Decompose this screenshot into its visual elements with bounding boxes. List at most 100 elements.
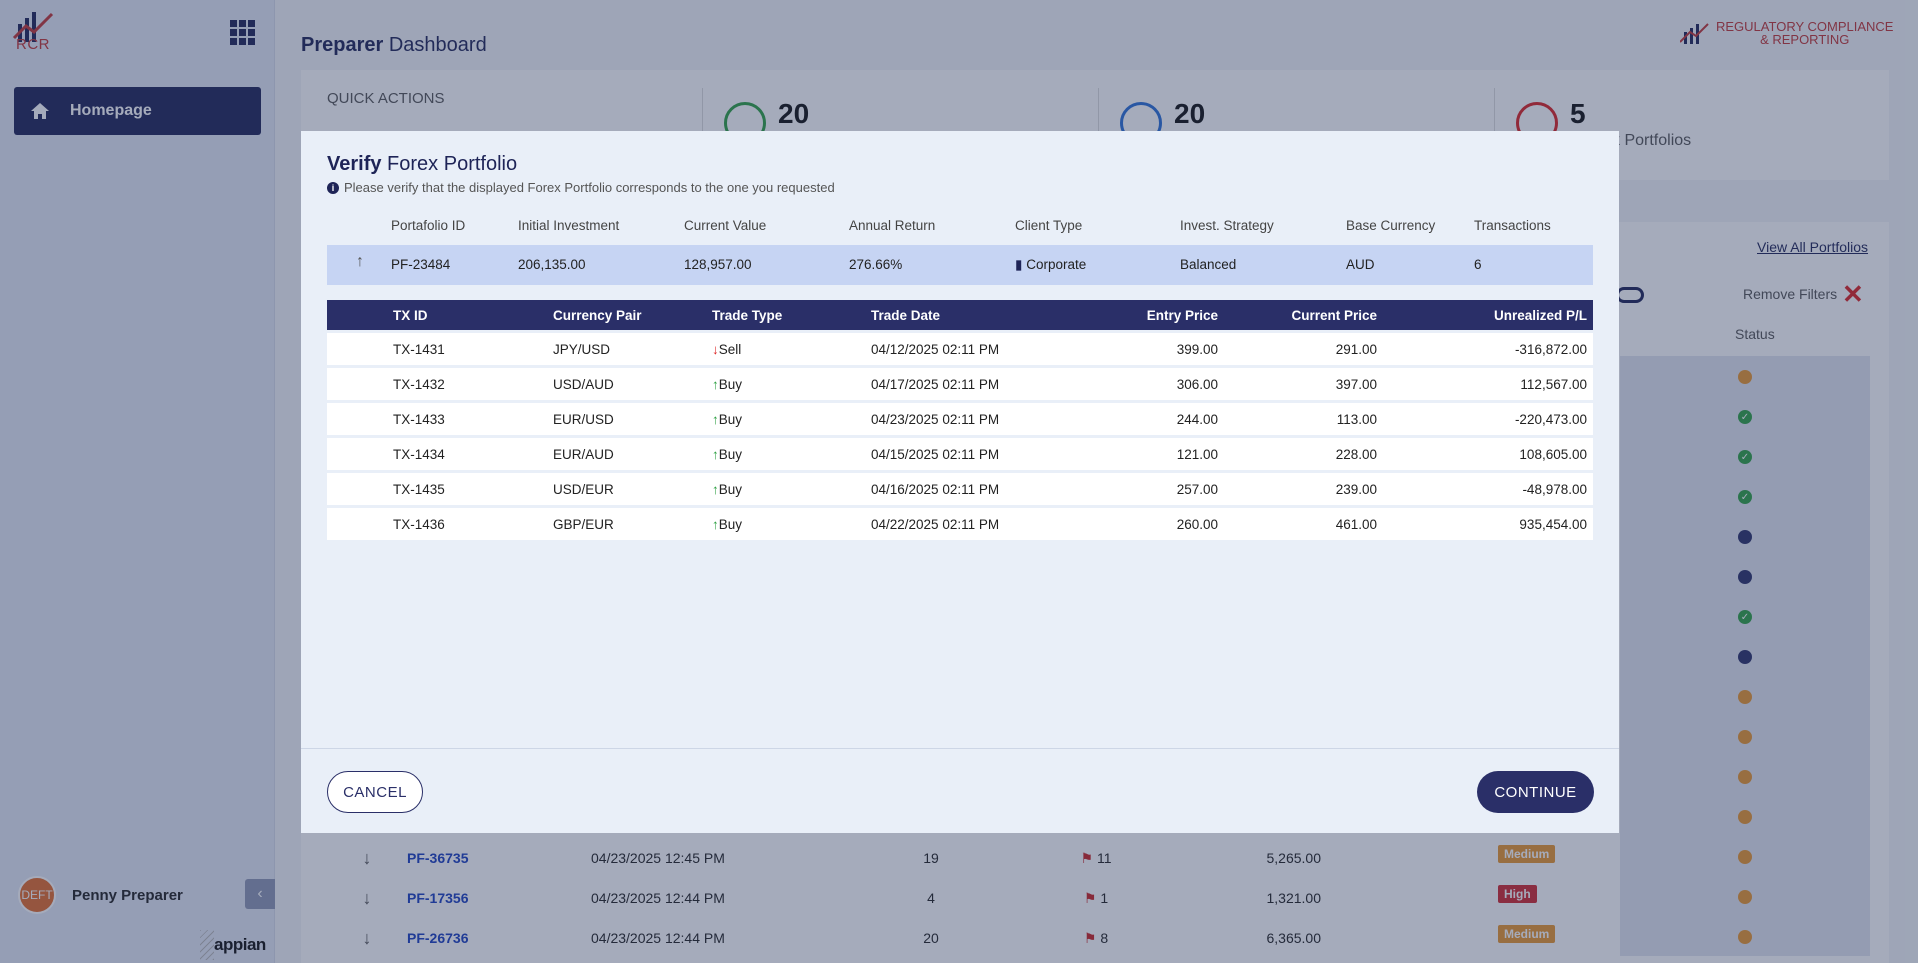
row-count: 4	[927, 890, 935, 906]
risk-badge: Medium	[1498, 845, 1556, 863]
arrow-down-icon: ↓	[362, 847, 372, 868]
col-header: Unrealized P/L	[1493, 308, 1587, 323]
row-count: 19	[923, 850, 939, 866]
close-icon[interactable]: ✕	[1842, 279, 1864, 309]
portfolio-link[interactable]: PF-17356	[407, 890, 469, 906]
logo-text: RCR	[16, 36, 50, 53]
col-header: Current Price	[1291, 308, 1377, 323]
unrealized-pl: 935,454.00	[1519, 517, 1587, 532]
trade-type: ↑Buy	[712, 482, 743, 497]
remove-filters-label[interactable]: Remove Filters	[1743, 286, 1838, 302]
row-amount: 6,365.00	[1266, 930, 1322, 946]
col-header: Initial Investment	[518, 218, 620, 233]
entry-price: 260.00	[1176, 517, 1218, 532]
base-currency: AUD	[1346, 257, 1375, 272]
unrealized-pl: -316,872.00	[1514, 342, 1587, 357]
row-amount: 1,321.00	[1266, 890, 1322, 906]
trade-date: 04/16/2025 02:11 PM	[871, 482, 1000, 497]
check-icon: ✓	[1738, 450, 1752, 464]
check-icon: ✓	[1738, 410, 1752, 424]
col-header: Trade Date	[871, 308, 941, 323]
arrow-up-icon: ↑	[712, 447, 719, 462]
table-row[interactable]: TX-1436 GBP/EUR ↑Buy 04/22/2025 02:11 PM…	[327, 508, 1593, 540]
table-row[interactable]: TX-1433 EUR/USD ↑Buy 04/23/2025 02:11 PM…	[327, 403, 1593, 435]
current-price: 113.00	[1336, 412, 1377, 427]
currency-pair: JPY/USD	[553, 342, 611, 357]
trade-date: 04/17/2025 02:11 PM	[871, 377, 1000, 392]
current-price: 461.00	[1335, 517, 1377, 532]
divider	[702, 88, 703, 168]
modal-note: i Please verify that the displayed Forex…	[327, 180, 835, 195]
user-pending-icon	[1738, 930, 1752, 944]
stat-value: 5	[1570, 98, 1586, 129]
info-icon: i	[327, 181, 339, 194]
stripes-decoration	[200, 930, 214, 960]
check-icon: ✓	[1738, 490, 1752, 504]
flag-icon: ⚑	[1080, 849, 1094, 866]
arrow-down-icon: ↓	[362, 887, 372, 908]
entry-price: 244.00	[1176, 412, 1218, 427]
divider	[1098, 88, 1099, 168]
user-profile[interactable]: DEFT Penny Preparer	[18, 876, 183, 914]
user-pending-icon	[1738, 370, 1752, 384]
cancel-button[interactable]: CANCEL	[327, 771, 423, 813]
arrow-up-icon: ↑	[712, 517, 719, 532]
avatar: DEFT	[18, 876, 56, 914]
table-row[interactable]: TX-1432 USD/AUD ↑Buy 04/17/2025 02:11 PM…	[327, 368, 1593, 400]
app-grid-icon[interactable]	[230, 20, 255, 45]
user-pending-icon	[1738, 890, 1752, 904]
modal-title: Verify Forex Portfolio	[327, 153, 518, 175]
current-price: 239.00	[1335, 482, 1377, 497]
row-date: 04/23/2025 12:44 PM	[591, 930, 725, 946]
tx-id: TX-1436	[393, 517, 445, 532]
user-pending-icon	[1738, 690, 1752, 704]
arrow-up-icon: ↑	[712, 377, 719, 392]
trade-date: 04/22/2025 02:11 PM	[871, 517, 1000, 532]
arrow-down-icon: ↓	[712, 342, 719, 357]
current-price: 228.00	[1335, 447, 1377, 462]
rcr-logo[interactable]	[12, 8, 58, 54]
verify-portfolio-modal: Verify Forex Portfolio i Please verify t…	[301, 131, 1619, 833]
chevron-left-icon: ‹	[257, 885, 263, 902]
current-value: 128,957.00	[684, 257, 752, 272]
trade-type: ↑Buy	[712, 447, 743, 462]
collapse-sidebar-button[interactable]: ‹	[245, 879, 275, 909]
table-row[interactable]: TX-1431 JPY/USD ↓Sell 04/12/2025 02:11 P…	[327, 333, 1593, 365]
portfolio-link[interactable]: PF-26736	[407, 930, 469, 946]
arrow-up-icon: ↑	[356, 253, 364, 270]
row-count: 20	[923, 930, 939, 946]
sidebar-item-homepage[interactable]: Homepage	[14, 87, 261, 135]
table-row[interactable]: TX-1435 USD/EUR ↑Buy 04/16/2025 02:11 PM…	[327, 473, 1593, 505]
tx-id: TX-1434	[393, 447, 445, 462]
quick-actions-label: QUICK ACTIONS	[327, 90, 445, 107]
tx-id: TX-1432	[393, 377, 445, 392]
stat-value: 20	[778, 98, 810, 129]
col-header: Current Value	[684, 218, 767, 233]
col-header: Base Currency	[1346, 218, 1436, 233]
col-header: Currency Pair	[553, 308, 642, 323]
tx-id: TX-1433	[393, 412, 445, 427]
trade-type: ↑Buy	[712, 517, 743, 532]
table-row[interactable]: ↓ PF-36735 04/23/2025 12:45 PM 19 ⚑ 11 5…	[327, 838, 1867, 878]
table-row[interactable]: TX-1434 EUR/AUD ↑Buy 04/15/2025 02:11 PM…	[327, 438, 1593, 470]
view-all-portfolios-link[interactable]: View All Portfolios	[1757, 239, 1869, 255]
table-row[interactable]: ↓ PF-26736 04/23/2025 12:44 PM 20 ⚑ 8 6,…	[327, 918, 1867, 958]
home-icon	[31, 103, 49, 119]
trade-type: ↓Sell	[712, 342, 742, 357]
entry-price: 399.00	[1176, 342, 1218, 357]
table-row[interactable]: ↓ PF-17356 04/23/2025 12:44 PM 4 ⚑ 1 1,3…	[327, 878, 1867, 918]
user-check-icon	[1738, 650, 1752, 664]
flag-icon: ⚑	[1083, 889, 1097, 906]
user-pending-icon	[1738, 810, 1752, 824]
row-flags: ⚑ 8	[1083, 929, 1109, 946]
col-header: TX ID	[393, 308, 428, 323]
arrow-down-icon: ↓	[362, 927, 372, 948]
unrealized-pl: -48,978.00	[1522, 482, 1587, 497]
annual-return: 276.66%	[849, 257, 903, 272]
portfolio-link[interactable]: PF-36735	[407, 850, 469, 866]
invest-strategy: Balanced	[1180, 257, 1237, 272]
brand-logo: REGULATORY COMPLIANCE & REPORTING	[1680, 20, 1893, 46]
continue-button[interactable]: CONTINUE	[1477, 771, 1594, 813]
user-pending-icon	[1738, 850, 1752, 864]
portfolio-row[interactable]: ↑ PF-23484 206,135.00 128,957.00 276.66%…	[327, 245, 1593, 285]
